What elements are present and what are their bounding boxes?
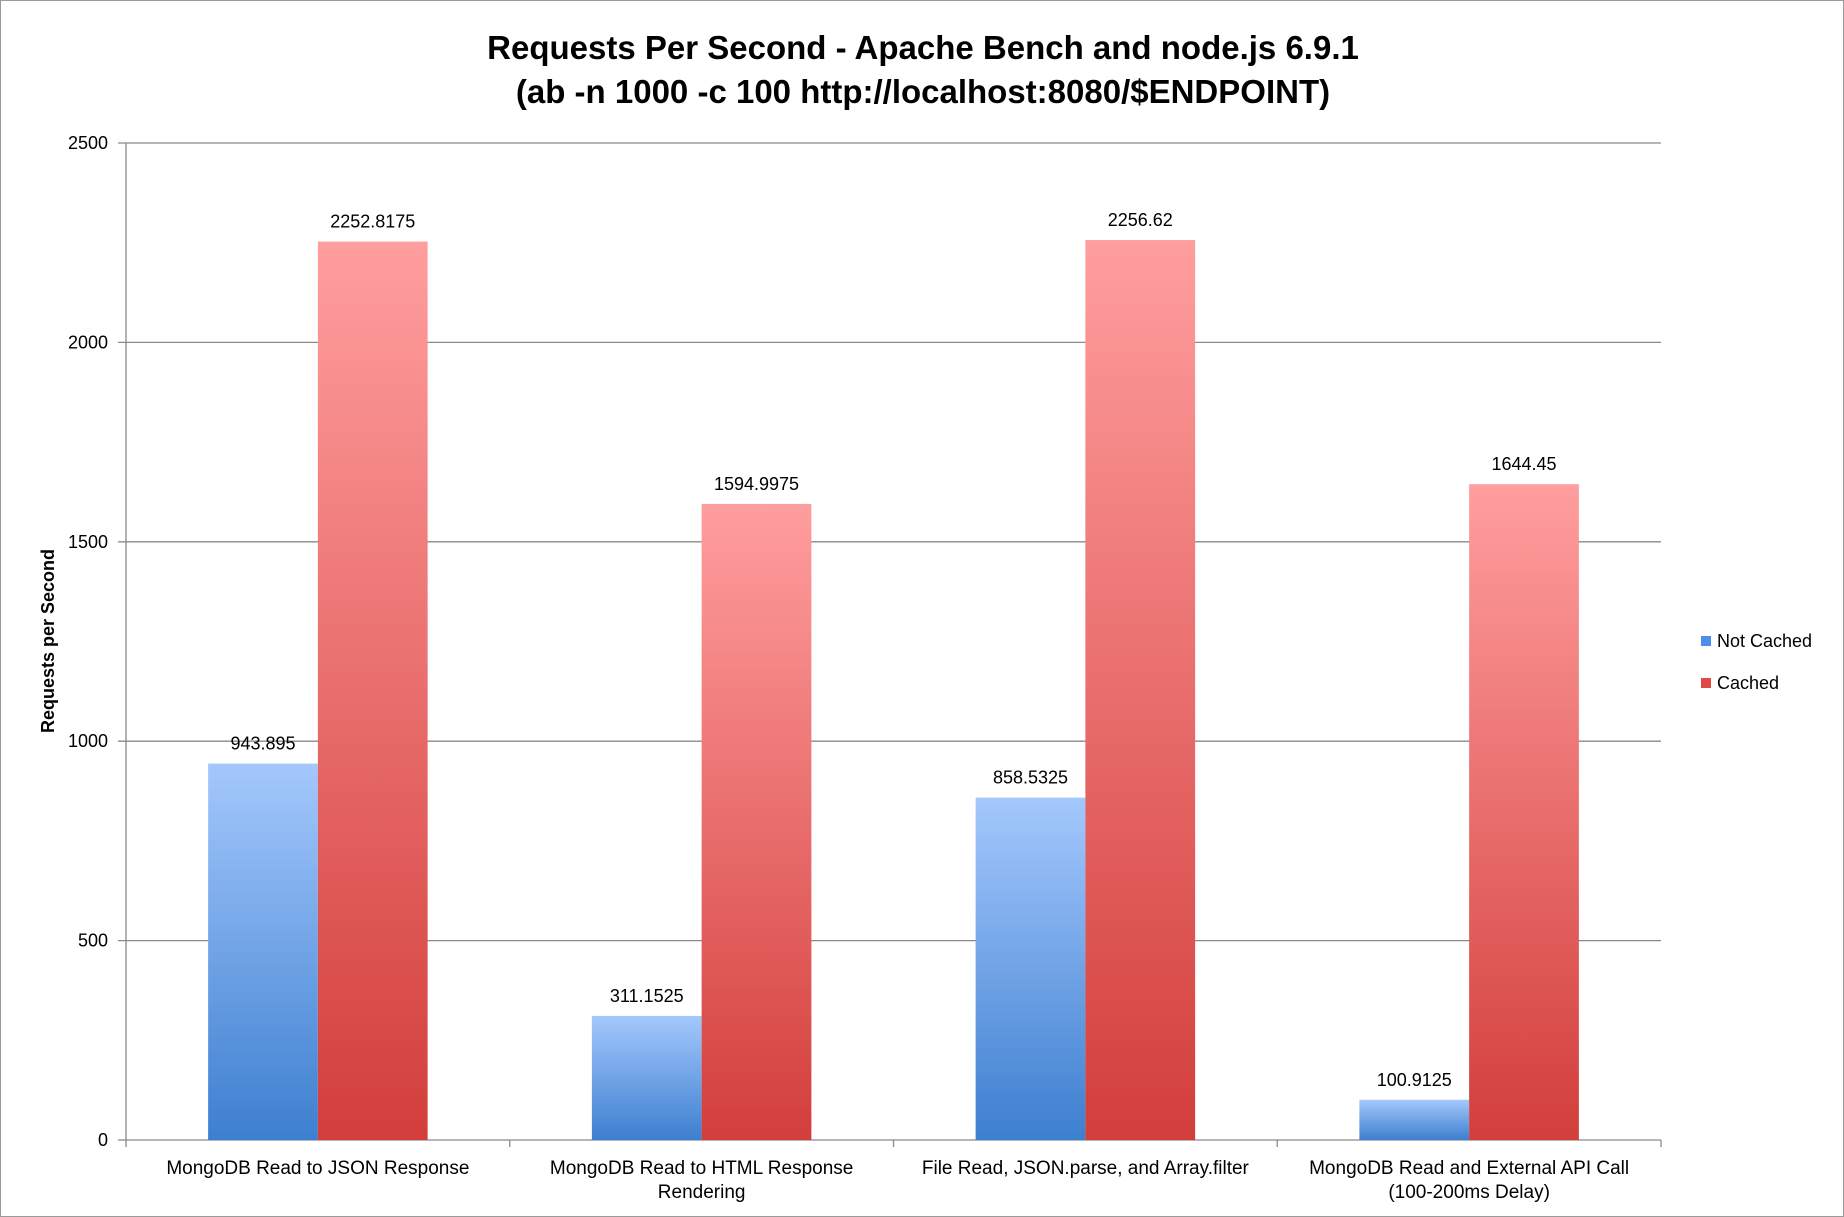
bar-cached [701,503,812,1140]
data-label: 943.895 [230,734,295,754]
bar-not-cached [208,763,318,1140]
y-tick-label: 1000 [68,731,108,751]
legend-label: Cached [1717,673,1779,693]
data-label: 858.5325 [993,768,1068,788]
chart-title-line-2: (ab -n 1000 -c 100 http://localhost:8080… [516,73,1330,110]
y-tick-label: 0 [98,1130,108,1150]
y-tick-label: 2500 [68,133,108,153]
category-label: (100-200ms Delay) [1388,1182,1550,1203]
chart-title-line-1: Requests Per Second - Apache Bench and n… [487,29,1359,66]
data-label: 2256.62 [1108,210,1173,230]
bar-not-cached [975,797,1086,1140]
data-label: 1644.45 [1491,454,1556,474]
y-tick-label: 500 [78,931,108,951]
y-tick-label: 2000 [68,332,108,352]
legend-swatch [1701,678,1711,688]
data-label: 1594.9975 [714,474,799,494]
legend-swatch [1701,636,1711,646]
category-label: Rendering [658,1182,746,1203]
y-axis-label: Requests per Second [38,549,58,733]
legend-label: Not Cached [1717,631,1812,651]
category-label: MongoDB Read and External API Call [1309,1158,1629,1179]
bar-not-cached [1359,1099,1470,1140]
category-label: MongoDB Read to JSON Response [166,1158,469,1179]
bar-cached [317,241,428,1140]
category-labels: MongoDB Read to JSON Response MongoDB Rea… [166,1158,1629,1203]
legend: Not Cached Cached [1701,631,1812,693]
category-label: MongoDB Read to HTML Response [550,1158,853,1179]
y-tick-label: 1500 [68,532,108,552]
bar-cached [1085,240,1196,1140]
bar-cached [1469,484,1579,1140]
y-tick-labels: 0 500 1000 1500 2000 2500 [68,133,108,1150]
category-label: File Read, JSON.parse, and Array.filter [922,1158,1250,1179]
bar-not-cached [591,1015,702,1140]
data-label: 100.9125 [1377,1070,1452,1090]
data-labels: 943.895 2252.8175 311.1525 1594.9975 858.532… [230,210,1556,1090]
data-label: 2252.8175 [330,212,415,232]
bars [208,240,1579,1140]
data-label: 311.1525 [610,986,684,1006]
chart-title: Requests Per Second - Apache Bench and n… [487,29,1359,110]
